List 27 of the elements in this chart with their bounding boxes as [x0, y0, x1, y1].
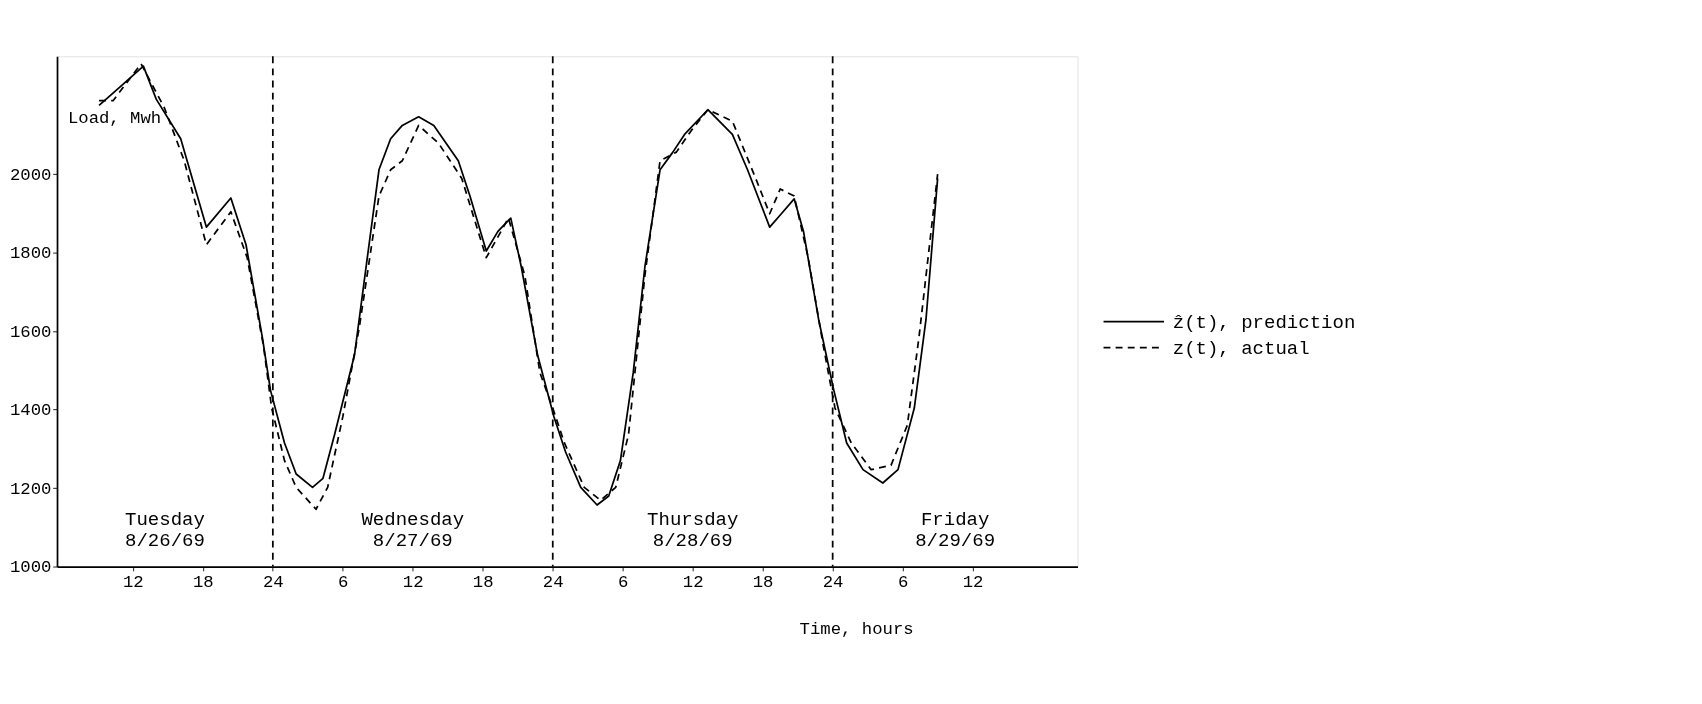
y-tick-label: 1000 — [9, 558, 52, 578]
x-tick-label: 6 — [897, 572, 909, 592]
x-tick-label: 24 — [262, 572, 284, 592]
x-tick-label: 18 — [192, 572, 214, 592]
x-tick-label: 6 — [617, 572, 629, 592]
y-tick-label: 1600 — [9, 322, 52, 342]
x-tick-label: 24 — [822, 572, 844, 592]
y-tick-label: 1800 — [9, 244, 52, 264]
x-tick-label: 24 — [542, 572, 564, 592]
annotation: Friday 8/29/69 — [915, 509, 996, 552]
annotation: Tuesday 8/26/69 — [125, 509, 205, 552]
x-tick-label: 6 — [338, 572, 349, 592]
x-tick-label: 12 — [682, 572, 704, 592]
legend-label: z(t), actual — [1172, 337, 1310, 360]
y-tick-label: 1400 — [9, 401, 52, 421]
y-tick-label: 2000 — [9, 165, 52, 185]
annotation: Thursday 8/28/69 — [647, 509, 739, 552]
x-tick-label: 12 — [402, 572, 424, 592]
x-tick-label: 12 — [962, 572, 984, 592]
annotation: Wednesday 8/27/69 — [361, 509, 465, 552]
x-tick-label: 18 — [472, 572, 494, 592]
y-axis-title: Load, Mwh — [67, 108, 162, 128]
y-tick-label: 1200 — [9, 479, 52, 499]
x-tick-label: 18 — [752, 572, 774, 592]
legend-label: ẑ(t), prediction — [1172, 311, 1356, 334]
x-tick-label: 12 — [122, 572, 144, 592]
x-axis-title: Time, hours — [799, 620, 914, 640]
